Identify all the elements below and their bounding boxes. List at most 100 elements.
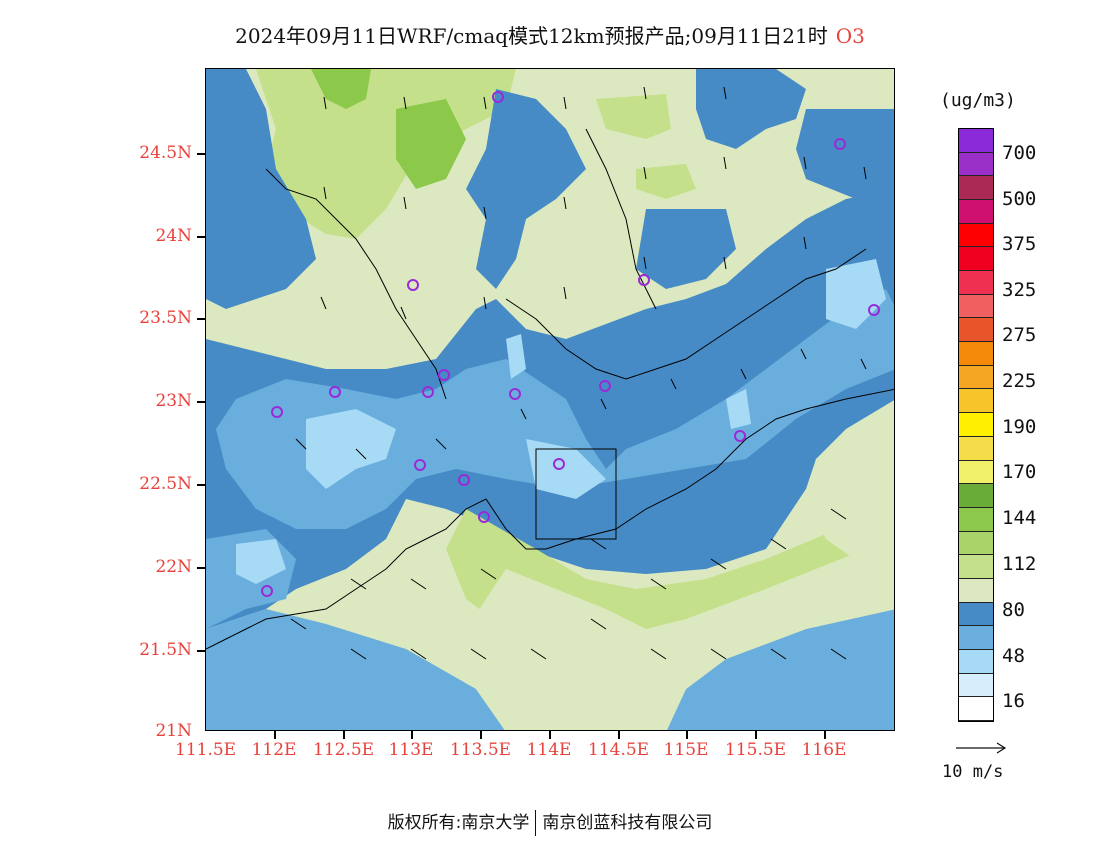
x-tick	[274, 731, 276, 739]
x-tick	[411, 731, 413, 739]
y-label-22.5n: 22.5N	[139, 474, 192, 494]
colorbar-swatch	[959, 555, 993, 579]
colorbar-swatch	[959, 365, 993, 390]
colorbar-label-325: 325	[1002, 279, 1037, 301]
title-species: O3	[835, 24, 865, 48]
region-low-ne2	[796, 109, 894, 199]
colorbar-swatch	[959, 318, 993, 343]
x-label-113.5e: 113.5E	[450, 740, 512, 760]
x-label-113e: 113E	[388, 740, 434, 760]
colorbar-swatch	[959, 507, 993, 532]
y-tick	[197, 318, 205, 320]
y-tick	[197, 567, 205, 569]
station-markers	[261, 91, 880, 597]
colorbar-swatch	[959, 673, 993, 698]
y-label-24n: 24N	[155, 226, 192, 246]
reference-vector-arrow	[956, 742, 1007, 754]
x-label-114.5e: 114.5E	[588, 740, 650, 760]
colorbar-label-275: 275	[1002, 324, 1037, 346]
y-label-23n: 23N	[155, 391, 192, 411]
copyright-footer: 版权所有:南京大学 南京创蓝科技有限公司	[0, 808, 1100, 836]
boundary-lines	[206, 128, 894, 650]
colorbar-label-112: 112	[1002, 553, 1037, 575]
region-mid-south	[206, 609, 505, 730]
colorbar-swatch	[959, 152, 993, 177]
colorbar-label-190: 190	[1002, 416, 1037, 438]
copyright-owner: 版权所有:南京大学	[387, 813, 530, 833]
region-low-north	[466, 89, 586, 289]
colorbar-swatch	[959, 389, 993, 414]
region-light-1	[306, 409, 396, 489]
colorbar-swatch	[959, 129, 993, 153]
copyright-company: 南京创蓝科技有限公司	[542, 813, 713, 833]
colorbar-swatch	[959, 649, 993, 674]
colorbar-label-170: 170	[1002, 461, 1037, 483]
colorbar-swatch	[959, 294, 993, 319]
colorbar-label-144: 144	[1002, 507, 1037, 529]
region-peak-north-b	[396, 99, 466, 189]
region-low-ne	[696, 69, 806, 149]
colorbar-swatch	[959, 602, 993, 627]
region-low-west	[206, 69, 316, 309]
colorbar-label-225: 225	[1002, 370, 1037, 392]
x-tick	[755, 731, 757, 739]
colorbar-swatch	[959, 223, 993, 248]
colorbar	[958, 128, 994, 722]
y-label-21.5n: 21.5N	[139, 640, 192, 660]
y-tick	[197, 401, 205, 403]
region-mid-central	[216, 289, 894, 529]
o3-concentration-map	[205, 68, 895, 731]
colorbar-swatch	[959, 531, 993, 556]
colorbar-label-700: 700	[1002, 142, 1037, 164]
colorbar-swatch	[959, 200, 993, 224]
colorbar-swatch	[959, 413, 993, 437]
footer-divider	[535, 810, 537, 836]
x-label-115e: 115E	[663, 740, 709, 760]
y-tick	[197, 236, 205, 238]
chart-title: 2024年09月11日WRF/cmaq模式12km预报产品;09月11日21时 O…	[0, 20, 1100, 49]
x-tick	[618, 731, 620, 739]
region-light-2	[506, 334, 526, 379]
y-tick	[197, 484, 205, 486]
region-light-4	[236, 539, 286, 584]
region-light-5	[826, 259, 886, 329]
colorbar-swatch	[959, 271, 993, 295]
region-high-ne	[596, 94, 671, 139]
region-low-mid	[636, 209, 736, 289]
x-label-111.5e: 111.5E	[175, 740, 237, 760]
x-tick	[549, 731, 551, 739]
region-mid-se	[666, 609, 894, 730]
region-light-6	[726, 389, 751, 429]
y-label-23.5n: 23.5N	[139, 308, 192, 328]
x-label-115.5e: 115.5E	[725, 740, 787, 760]
colorbar-swatch	[959, 436, 993, 461]
y-tick	[197, 650, 205, 652]
region-pale-south	[466, 549, 894, 730]
x-label-116e: 116E	[801, 740, 847, 760]
region-peak-north	[311, 69, 371, 109]
x-tick	[343, 731, 345, 739]
x-tick	[480, 731, 482, 739]
colorbar-swatch	[959, 460, 993, 485]
colorbar-swatch	[959, 626, 993, 650]
y-tick	[197, 153, 205, 155]
y-label-21n: 21N	[155, 721, 192, 741]
colorbar-label-500: 500	[1002, 188, 1037, 210]
x-label-112e: 112E	[251, 740, 297, 760]
colorbar-swatch	[959, 697, 993, 721]
colorbar-label-16: 16	[1002, 690, 1025, 712]
y-label-24.5n: 24.5N	[139, 143, 192, 163]
colorbar-swatch	[959, 342, 993, 366]
reference-vector-label: 10 m/s	[942, 762, 1004, 782]
region-pale-east	[806, 409, 894, 588]
x-tick	[686, 731, 688, 739]
colorbar-swatch	[959, 578, 993, 603]
x-label-112.5e: 112.5E	[313, 740, 375, 760]
title-text: 2024年09月11日WRF/cmaq模式12km预报产品;09月11日21时	[235, 24, 828, 48]
x-tick	[824, 731, 826, 739]
wind-vectors	[290, 86, 867, 660]
x-label-114e: 114E	[526, 740, 572, 760]
region-high-mid	[636, 164, 696, 199]
colorbar-swatch	[959, 176, 993, 201]
colorbar-label-375: 375	[1002, 233, 1037, 255]
